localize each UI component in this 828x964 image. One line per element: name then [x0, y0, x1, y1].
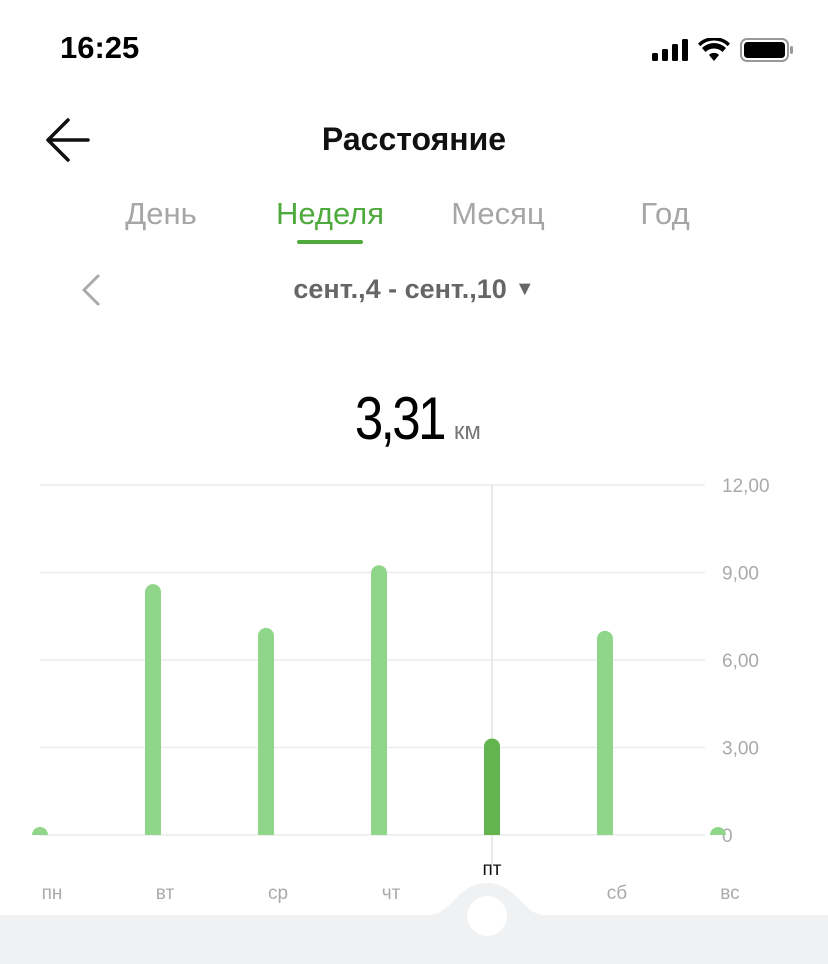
y-tick-label: 3,00 — [722, 739, 759, 760]
date-range-selector[interactable]: сент.,4 - сент.,10 ▼ — [0, 274, 828, 305]
tab-month[interactable]: Месяц — [451, 196, 545, 231]
x-tick-label: вт — [156, 883, 175, 904]
chevron-left-icon[interactable] — [78, 272, 104, 308]
bar-пн — [32, 827, 48, 835]
x-tick-label: сб — [607, 883, 628, 904]
distance-bar-chart[interactable]: 0 3,00 6,00 9,00 12,00 пн вт ср чт пт сб вс — [0, 470, 828, 910]
total-distance: 3,31 км — [0, 384, 828, 453]
drag-handle[interactable] — [467, 896, 507, 936]
signal-icon — [652, 39, 688, 61]
total-unit: км — [453, 418, 481, 445]
y-tick-label: 6,00 — [722, 651, 759, 672]
triangle-down-icon: ▼ — [514, 278, 535, 300]
bar-чт — [371, 565, 387, 835]
wifi-icon — [698, 38, 730, 61]
bar-вт — [145, 584, 161, 835]
date-range-label: сент.,4 - сент.,10 — [293, 274, 507, 304]
page-title: Расстояние — [321, 121, 507, 157]
x-tick-label: чт — [382, 883, 401, 904]
active-tab-indicator — [297, 240, 363, 244]
arrow-left-icon[interactable] — [44, 116, 94, 164]
total-value: 3,31 — [354, 385, 447, 452]
y-tick-label: 0 — [722, 826, 733, 847]
bottom-panel — [0, 883, 828, 964]
bar-пт — [484, 738, 500, 835]
x-tick-label: ср — [268, 883, 288, 904]
bar-ср — [258, 627, 274, 835]
tab-week[interactable]: Неделя — [275, 196, 385, 231]
x-tick-label: пт — [483, 859, 502, 880]
status-time: 16:25 — [60, 30, 140, 65]
tab-year[interactable]: Год — [640, 196, 690, 231]
bar-сб — [597, 630, 613, 835]
battery-icon — [740, 38, 793, 62]
tab-day[interactable]: День — [125, 196, 197, 231]
x-tick-label: пн — [42, 883, 63, 904]
y-tick-label: 9,00 — [722, 564, 759, 585]
status-icons — [652, 38, 794, 62]
y-tick-label: 12,00 — [722, 476, 770, 497]
bar-вс — [710, 827, 726, 835]
x-tick-label: вс — [720, 883, 739, 904]
